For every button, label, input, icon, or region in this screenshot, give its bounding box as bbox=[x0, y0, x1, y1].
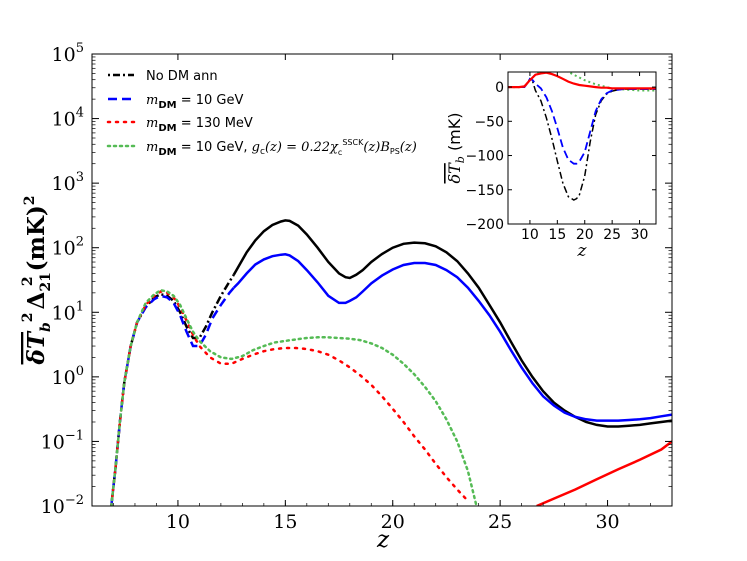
y-tick-label: 105 bbox=[52, 41, 84, 66]
main-line-series-0-solid bbox=[232, 219, 672, 428]
legend-label-no-dm: No DM ann bbox=[146, 69, 218, 84]
y-tick-label: 10−2 bbox=[41, 493, 84, 518]
inset-y-tick-label: −100 bbox=[466, 149, 504, 165]
inset-y-axis-label: δTb (mK) bbox=[445, 112, 467, 183]
inset-plot-frame bbox=[507, 71, 657, 225]
x-tick-label: 10 bbox=[166, 511, 190, 533]
legend-label-130mev: mDM = 130 MeV bbox=[146, 116, 253, 134]
x-tick-label: 20 bbox=[381, 511, 405, 533]
inset-y-tick-label: −200 bbox=[466, 217, 504, 233]
main-line-series-3-nonsolid bbox=[110, 288, 478, 506]
y-axis-label: δTb2Δ212(mK)2 bbox=[20, 196, 54, 366]
inset-x-tick-label: 15 bbox=[548, 227, 566, 243]
y-tick-label: 103 bbox=[52, 170, 84, 195]
main-line-series-2-solid bbox=[536, 440, 672, 506]
inset-y-tick-label: −50 bbox=[474, 114, 504, 130]
main-plot-frame bbox=[91, 53, 673, 507]
inset-x-tick-label: 25 bbox=[603, 227, 621, 243]
inset-x-tick-label: 30 bbox=[631, 227, 649, 243]
legend-label-10gev: mDM = 10 GeV bbox=[146, 93, 243, 111]
main-line-series-1-nonsolid bbox=[110, 286, 235, 506]
legend-label-10gev-gc: mDM = 10 GeV, gc(z) = 0.22χcSSCK(z)BPS(z… bbox=[146, 138, 417, 158]
inset-x-tick-label: 20 bbox=[576, 227, 594, 243]
inset-x-axis-label: z bbox=[577, 241, 588, 261]
y-tick-label: 100 bbox=[52, 364, 84, 389]
inset-y-tick-label: −150 bbox=[466, 183, 504, 199]
y-tick-label: 10−1 bbox=[41, 428, 84, 453]
x-tick-label: 15 bbox=[273, 511, 297, 533]
inset-line-series-2 bbox=[508, 72, 656, 90]
inset-y-tick-label: 0 bbox=[495, 80, 504, 96]
y-tick-label: 104 bbox=[52, 106, 84, 131]
x-axis-label: z bbox=[376, 527, 390, 553]
x-tick-label: 30 bbox=[595, 511, 619, 533]
y-tick-label: 101 bbox=[52, 299, 84, 324]
x-tick-label: 25 bbox=[488, 511, 512, 533]
legend: No DM ann mDM = 10 GeV mDM = 130 MeV mDM… bbox=[106, 69, 417, 158]
main-line-series-2-nonsolid bbox=[110, 290, 470, 506]
main-line-series-0-nonsolid bbox=[110, 274, 235, 506]
inset-plot: 10 15 20 25 30 0 −50 −100 −150 −200 z δTb (mK) bbox=[445, 71, 657, 261]
main-line-series-1-solid bbox=[232, 253, 672, 422]
y-tick-label: 102 bbox=[52, 235, 84, 260]
inset-x-tick-label: 10 bbox=[521, 227, 539, 243]
